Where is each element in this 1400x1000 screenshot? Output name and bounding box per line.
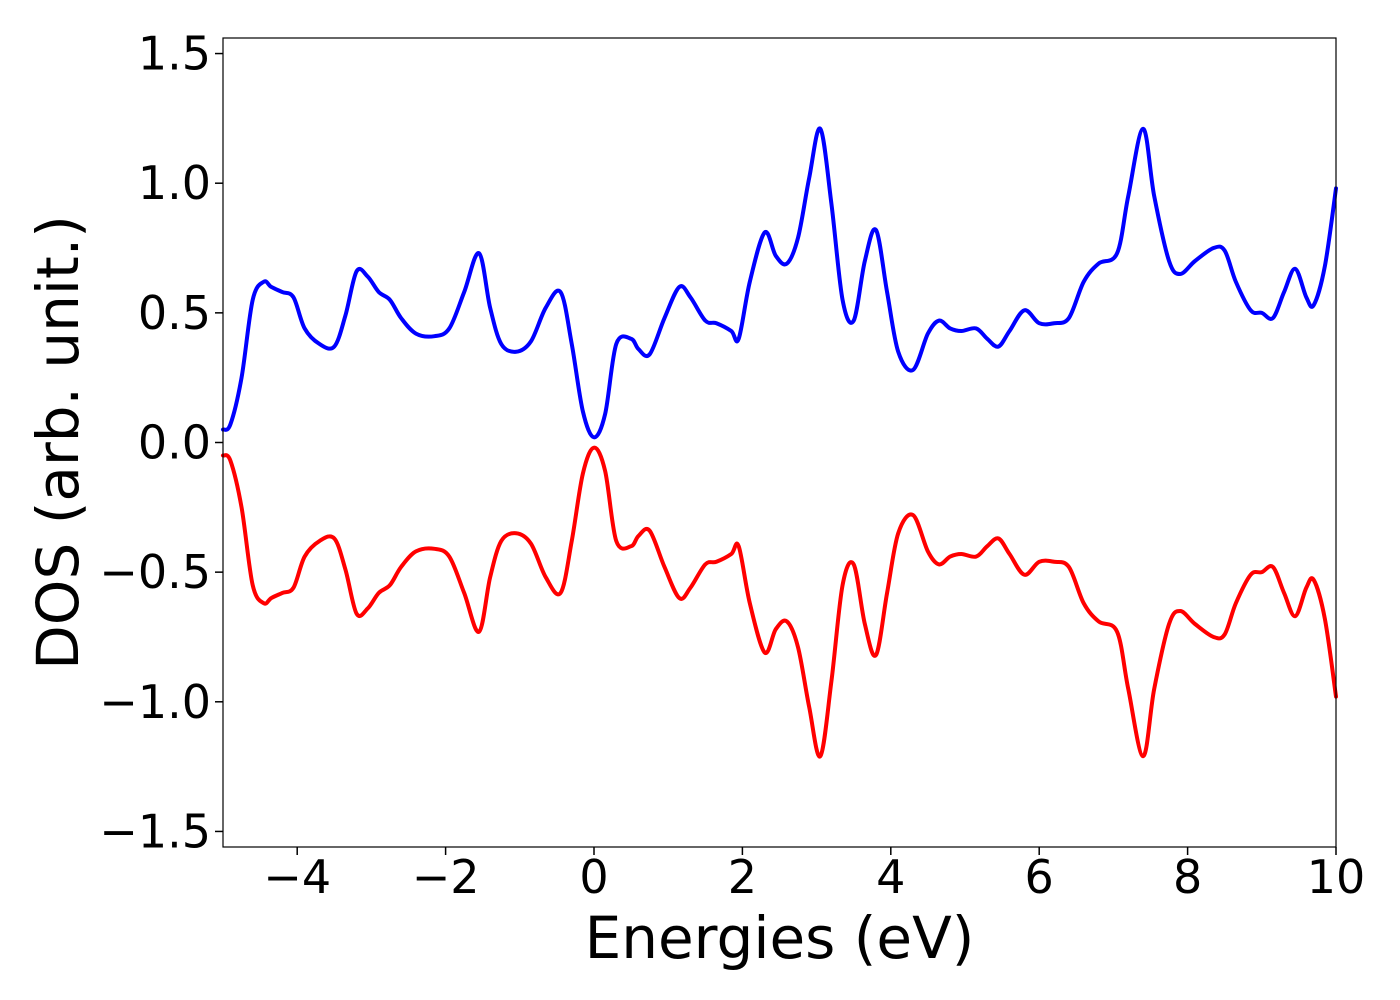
x-tick-label: 0 <box>579 850 608 904</box>
x-tick-label: −2 <box>412 850 480 904</box>
y-tick-label: 1.5 <box>138 27 211 81</box>
x-tick-label: 4 <box>876 850 905 904</box>
x-axis-title: Energies (eV) <box>585 904 975 972</box>
y-axis-title: DOS (arb. unit.) <box>24 215 92 670</box>
series-line-2 <box>221 445 1338 759</box>
y-tick-label: −0.5 <box>99 545 211 599</box>
x-tick-label: 6 <box>1025 850 1054 904</box>
y-tick-label: 0.0 <box>138 416 211 470</box>
y-tick-label: 0.5 <box>138 286 211 340</box>
x-tick-label: 10 <box>1307 850 1366 904</box>
series-layer <box>221 126 1338 759</box>
x-axis-ticks: −4 −2 0 2 4 6 8 10 <box>263 847 1365 904</box>
x-tick-label: 8 <box>1173 850 1202 904</box>
x-tick-label: −4 <box>263 850 331 904</box>
y-axis-ticks: 1.5 1.0 0.5 0.0 −0.5 −1.0 −1.5 <box>99 27 223 858</box>
y-tick-label: 1.0 <box>138 156 211 210</box>
x-tick-label: 2 <box>728 850 757 904</box>
y-tick-label: −1.5 <box>99 804 211 858</box>
series-line-1 <box>221 126 1338 440</box>
y-tick-label: −1.0 <box>99 675 211 729</box>
